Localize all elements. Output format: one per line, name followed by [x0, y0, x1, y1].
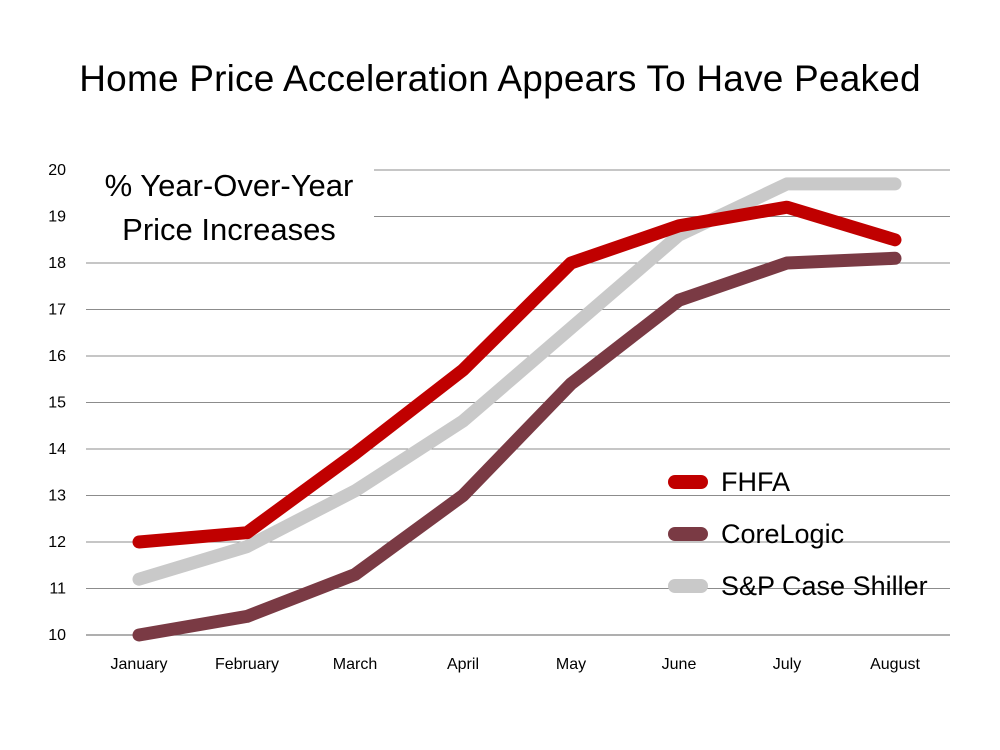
legend-label-fhfa: FHFA [721, 466, 791, 497]
legend-item-fhfa: FHFA [668, 462, 790, 502]
y-axis-tick-labels: 10 11 12 13 14 15 16 17 18 19 20 [48, 162, 66, 644]
y-tick-label: 17 [48, 302, 66, 319]
y-tick-label: 12 [48, 534, 66, 551]
chart-annotation: % Year-Over-Year Price Increases [84, 164, 374, 252]
x-tick-label: June [662, 656, 697, 673]
legend-swatch-corelogic [668, 527, 708, 541]
y-tick-label: 11 [49, 581, 66, 598]
y-tick-label: 10 [48, 627, 66, 644]
x-tick-label: April [447, 656, 479, 673]
annotation-line-1: % Year-Over-Year [104, 168, 354, 203]
y-tick-label: 15 [48, 395, 66, 412]
y-tick-label: 14 [48, 441, 66, 458]
chart-title: Home Price Acceleration Appears To Have … [79, 58, 921, 99]
x-tick-label: January [111, 656, 168, 673]
y-tick-label: 16 [48, 348, 66, 365]
x-axis-tick-labels: January February March April May June July Augu… [111, 656, 921, 673]
series-line-fhfa [132, 200, 902, 549]
series-line-s-p-case-shiller [132, 177, 902, 586]
x-tick-label: May [556, 656, 586, 673]
legend-item-sp-case-shiller: S&P Case Shiller [668, 566, 928, 606]
legend-swatch-sp-case-shiller [668, 579, 708, 593]
legend-label-sp-case-shiller: S&P Case Shiller [721, 570, 928, 601]
y-tick-label: 20 [48, 162, 66, 179]
y-tick-label: 18 [48, 255, 66, 272]
x-tick-label: August [870, 656, 920, 673]
annotation-line-2: Price Increases [122, 212, 336, 247]
x-tick-label: July [773, 656, 801, 673]
legend-swatch-fhfa [668, 475, 708, 489]
legend-label-corelogic: CoreLogic [721, 518, 845, 549]
series-line-corelogic [132, 251, 902, 642]
x-tick-label: February [215, 656, 279, 673]
y-tick-label: 13 [48, 488, 66, 505]
y-tick-label: 19 [48, 209, 66, 226]
series-lines [132, 177, 902, 642]
legend-item-corelogic: CoreLogic [668, 514, 844, 554]
x-tick-label: March [333, 656, 377, 673]
